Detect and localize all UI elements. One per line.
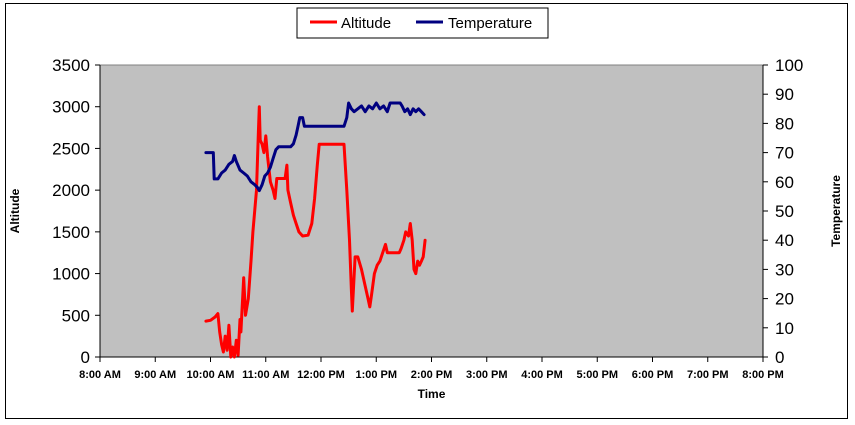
temperature-series-line [204, 101, 426, 193]
plot-area [99, 64, 764, 358]
y-right-tick-label: 80 [775, 114, 794, 133]
x-axis: 8:00 AM 9:00 AM 10:00 AM 11:00 AM 12:00 PM 1:… [79, 356, 784, 381]
x-tick-label: 6:00 PM [632, 369, 674, 381]
y-axis-right: 0 10 20 30 40 50 60 70 80 90 100 [762, 56, 803, 367]
y-left-tick-label: 500 [62, 306, 90, 325]
y-right-tick-label: 40 [775, 231, 794, 250]
y-left-tick-label: 3000 [52, 98, 90, 117]
y-right-tick-label: 10 [775, 319, 794, 338]
y-right-tick-label: 70 [775, 144, 794, 163]
y-right-tick-label: 30 [775, 260, 794, 279]
x-tick-label: 9:00 AM [134, 369, 176, 381]
y-axis-left: 0 500 1000 1500 2000 2500 3000 3500 [52, 56, 101, 367]
legend: Altitude Temperature [296, 7, 549, 39]
x-tick-label: 8:00 PM [742, 369, 784, 381]
y-left-tick-label: 3500 [52, 56, 90, 75]
y-left-tick-label: 2000 [52, 181, 90, 200]
x-tick-label: 5:00 PM [576, 369, 618, 381]
x-tick-label: 7:00 PM [687, 369, 729, 381]
y-left-tick-label: 1000 [52, 265, 90, 284]
y-left-tick-label: 0 [81, 348, 90, 367]
y-axis-left-title: Altitude [8, 188, 22, 233]
y-left-tick-label: 1500 [52, 223, 90, 242]
legend-label-altitude: Altitude [341, 15, 391, 32]
x-tick-label: 2:00 PM [411, 369, 453, 381]
y-right-tick-label: 100 [775, 56, 803, 75]
x-tick-label: 1:00 PM [355, 369, 397, 381]
x-tick-label: 12:00 PM [297, 369, 345, 381]
x-tick-label: 3:00 PM [466, 369, 508, 381]
y-right-tick-label: 0 [775, 348, 784, 367]
x-axis-title: Time [418, 387, 446, 401]
altitude-series-line [204, 105, 427, 359]
y-right-tick-label: 60 [775, 173, 794, 192]
y-right-tick-label: 90 [775, 85, 794, 104]
y-axis-right-title: Temperature [829, 175, 843, 247]
x-tick-label: 10:00 AM [187, 369, 235, 381]
x-tick-label: 4:00 PM [521, 369, 563, 381]
x-tick-label: 8:00 AM [79, 369, 121, 381]
y-right-tick-label: 20 [775, 290, 794, 309]
y-left-tick-label: 2500 [52, 139, 90, 158]
y-right-tick-label: 50 [775, 202, 794, 221]
series-layer [204, 101, 427, 359]
legend-label-temperature: Temperature [448, 15, 532, 32]
x-tick-label: 11:00 AM [242, 369, 289, 381]
